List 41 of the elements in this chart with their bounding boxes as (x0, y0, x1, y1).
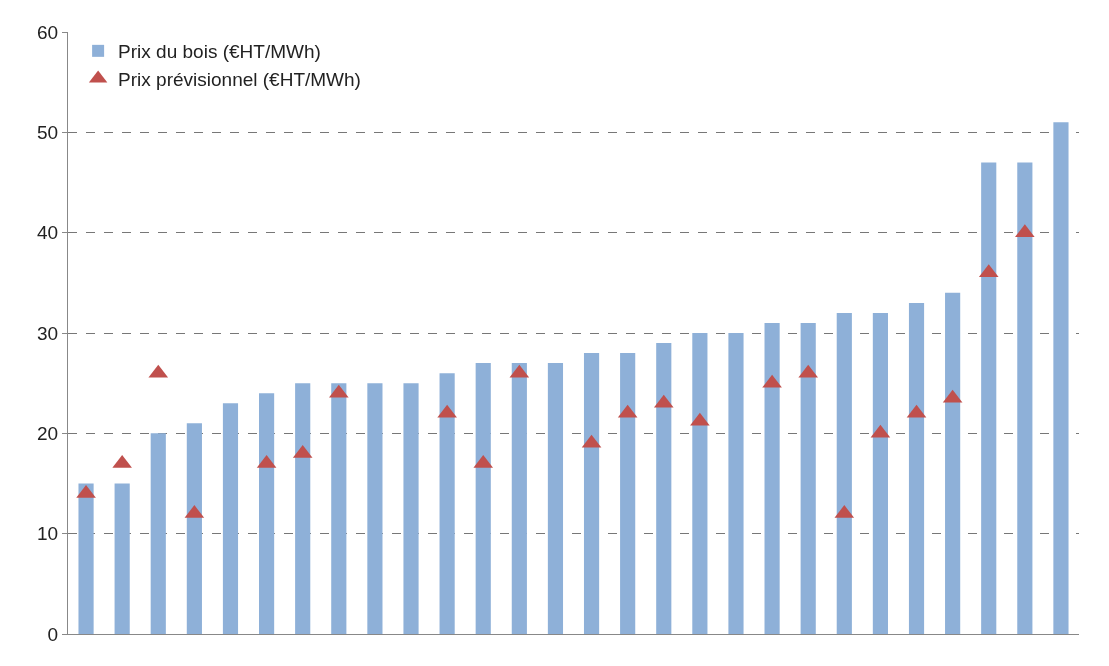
bar (114, 483, 130, 634)
y-tick-label: 0 (47, 623, 59, 645)
y-tick-label: 30 (37, 322, 59, 344)
bar (800, 322, 816, 634)
bar (295, 383, 311, 634)
bar (367, 383, 383, 634)
bar (981, 162, 997, 634)
bar (908, 302, 925, 634)
bar (728, 333, 744, 634)
bar (836, 312, 852, 634)
bar (620, 353, 636, 634)
bar (150, 433, 166, 634)
y-tick-label: 10 (37, 523, 59, 545)
bar (1017, 162, 1033, 634)
bar (403, 383, 419, 634)
bar (186, 423, 202, 634)
y-tick-label: 40 (37, 222, 59, 244)
y-tick-label: 50 (37, 121, 59, 143)
bar (1053, 122, 1069, 634)
y-tick-label: 20 (37, 422, 59, 444)
legend-label: Prix prévisionnel (€HT/MWh) (118, 68, 361, 90)
bar (692, 333, 708, 634)
point (112, 454, 132, 468)
bar (511, 363, 527, 634)
bar (259, 393, 275, 634)
legend-label: Prix du bois (€HT/MWh) (118, 41, 321, 63)
bar (475, 363, 491, 634)
bar (78, 483, 94, 634)
bar (764, 322, 780, 634)
bar (872, 312, 888, 634)
bar (656, 343, 672, 634)
point (762, 374, 782, 388)
point (437, 404, 457, 418)
bar (439, 373, 455, 634)
bar (945, 292, 961, 634)
bar (583, 353, 600, 634)
bar (547, 363, 564, 634)
bar (331, 383, 347, 634)
bar (222, 403, 239, 634)
y-tick-label: 60 (37, 21, 59, 43)
point (690, 412, 710, 426)
